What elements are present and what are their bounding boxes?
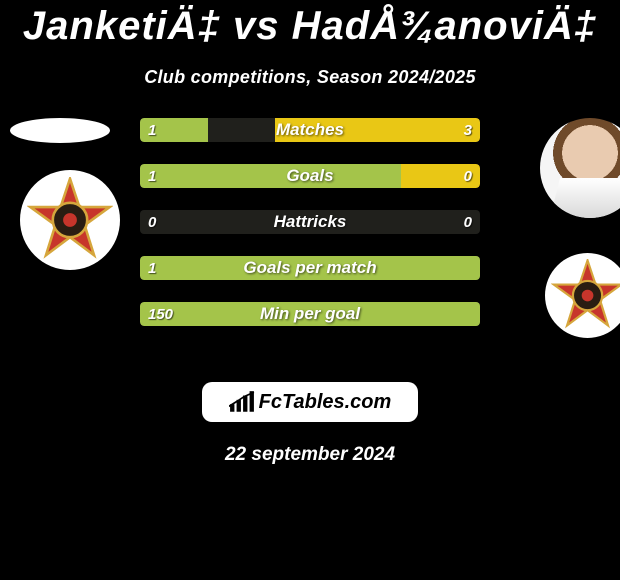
stat-value-right: 0 (464, 210, 472, 234)
player-right-name: HadÅ¾anoviÄ‡ (292, 4, 597, 48)
stat-row: 0 0Hattricks (140, 210, 480, 234)
site-logo: FcTables.com (202, 382, 418, 422)
vs-label: vs (233, 4, 280, 48)
stat-value-left: 0 (148, 210, 156, 234)
avatar-left-placeholder (10, 118, 110, 143)
subtitle: Club competitions, Season 2024/2025 (0, 67, 620, 88)
stat-bar-right (275, 118, 480, 142)
stat-value-left: 1 (148, 164, 156, 188)
comparison-panel: 13Matches10Goals00Hattricks1Goals per ma… (0, 118, 620, 378)
stat-bar-left (140, 256, 480, 280)
stat-value-left: 1 (148, 118, 156, 142)
star-badge-icon (551, 259, 620, 332)
stat-row: 150Min per goal (140, 302, 480, 326)
page-title: JanketiÄ‡ vs HadÅ¾anoviÄ‡ (0, 0, 620, 49)
stat-row: 13Matches (140, 118, 480, 142)
club-badge-left (20, 170, 120, 270)
stat-value-right: 3 (464, 118, 472, 142)
stat-bars: 13Matches10Goals00Hattricks1Goals per ma… (140, 118, 480, 348)
stat-value-left: 150 (148, 302, 173, 326)
site-name: FcTables.com (259, 391, 392, 414)
star-badge-icon (27, 177, 113, 263)
club-badge-right (545, 253, 620, 338)
stat-row: 1Goals per match (140, 256, 480, 280)
stat-value-left: 1 (148, 256, 156, 280)
avatar-right (540, 118, 620, 218)
stat-row: 10Goals (140, 164, 480, 188)
comparison-date: 22 september 2024 (0, 444, 620, 466)
stat-value-right: 0 (464, 164, 472, 188)
stat-bar-left (140, 164, 401, 188)
stat-label: Hattricks (140, 210, 480, 234)
bar-chart-icon (229, 391, 255, 413)
stat-bar-left (140, 302, 480, 326)
player-left-name: JanketiÄ‡ (23, 4, 221, 48)
